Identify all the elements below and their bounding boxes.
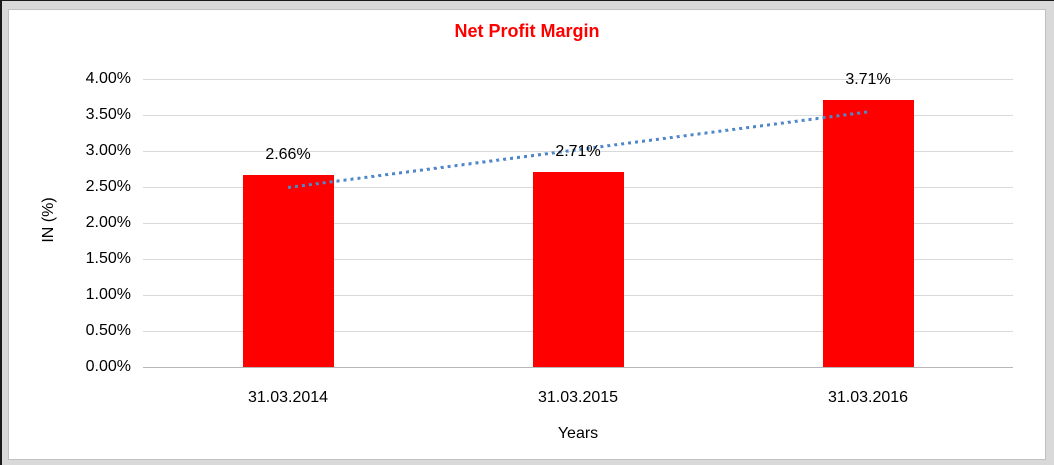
bar [242, 175, 334, 367]
y-tick-label: 4.00% [85, 70, 131, 87]
y-tick-label: 0.50% [85, 322, 131, 339]
bar [532, 171, 624, 367]
y-tick-label: 3.50% [85, 106, 131, 123]
gridline [143, 151, 1013, 152]
x-tick-label: 31.03.2015 [537, 389, 619, 406]
chart-title: Net Profit Margin [454, 21, 600, 41]
gridline [143, 79, 1013, 80]
gridline [143, 115, 1013, 116]
bar-value-label: 2.66% [265, 146, 311, 164]
bar [822, 99, 914, 367]
x-tick-label: 31.03.2014 [247, 389, 329, 406]
y-tick-label: 3.00% [85, 142, 131, 159]
y-tick-label: 1.50% [85, 250, 131, 267]
window-left-edge [0, 0, 2, 465]
y-tick-label: 2.00% [85, 214, 131, 231]
window-top-edge [0, 0, 1054, 1]
y-tick-label: 0.00% [85, 358, 131, 375]
y-tick-label: 1.00% [85, 286, 131, 303]
x-axis-title: Years [557, 425, 599, 442]
bar-value-label: 2.71% [555, 142, 601, 160]
x-axis-line [143, 367, 1013, 368]
x-tick-label: 31.03.2016 [827, 389, 909, 406]
bar-value-label: 3.71% [845, 70, 891, 88]
y-tick-label: 2.50% [85, 178, 131, 195]
